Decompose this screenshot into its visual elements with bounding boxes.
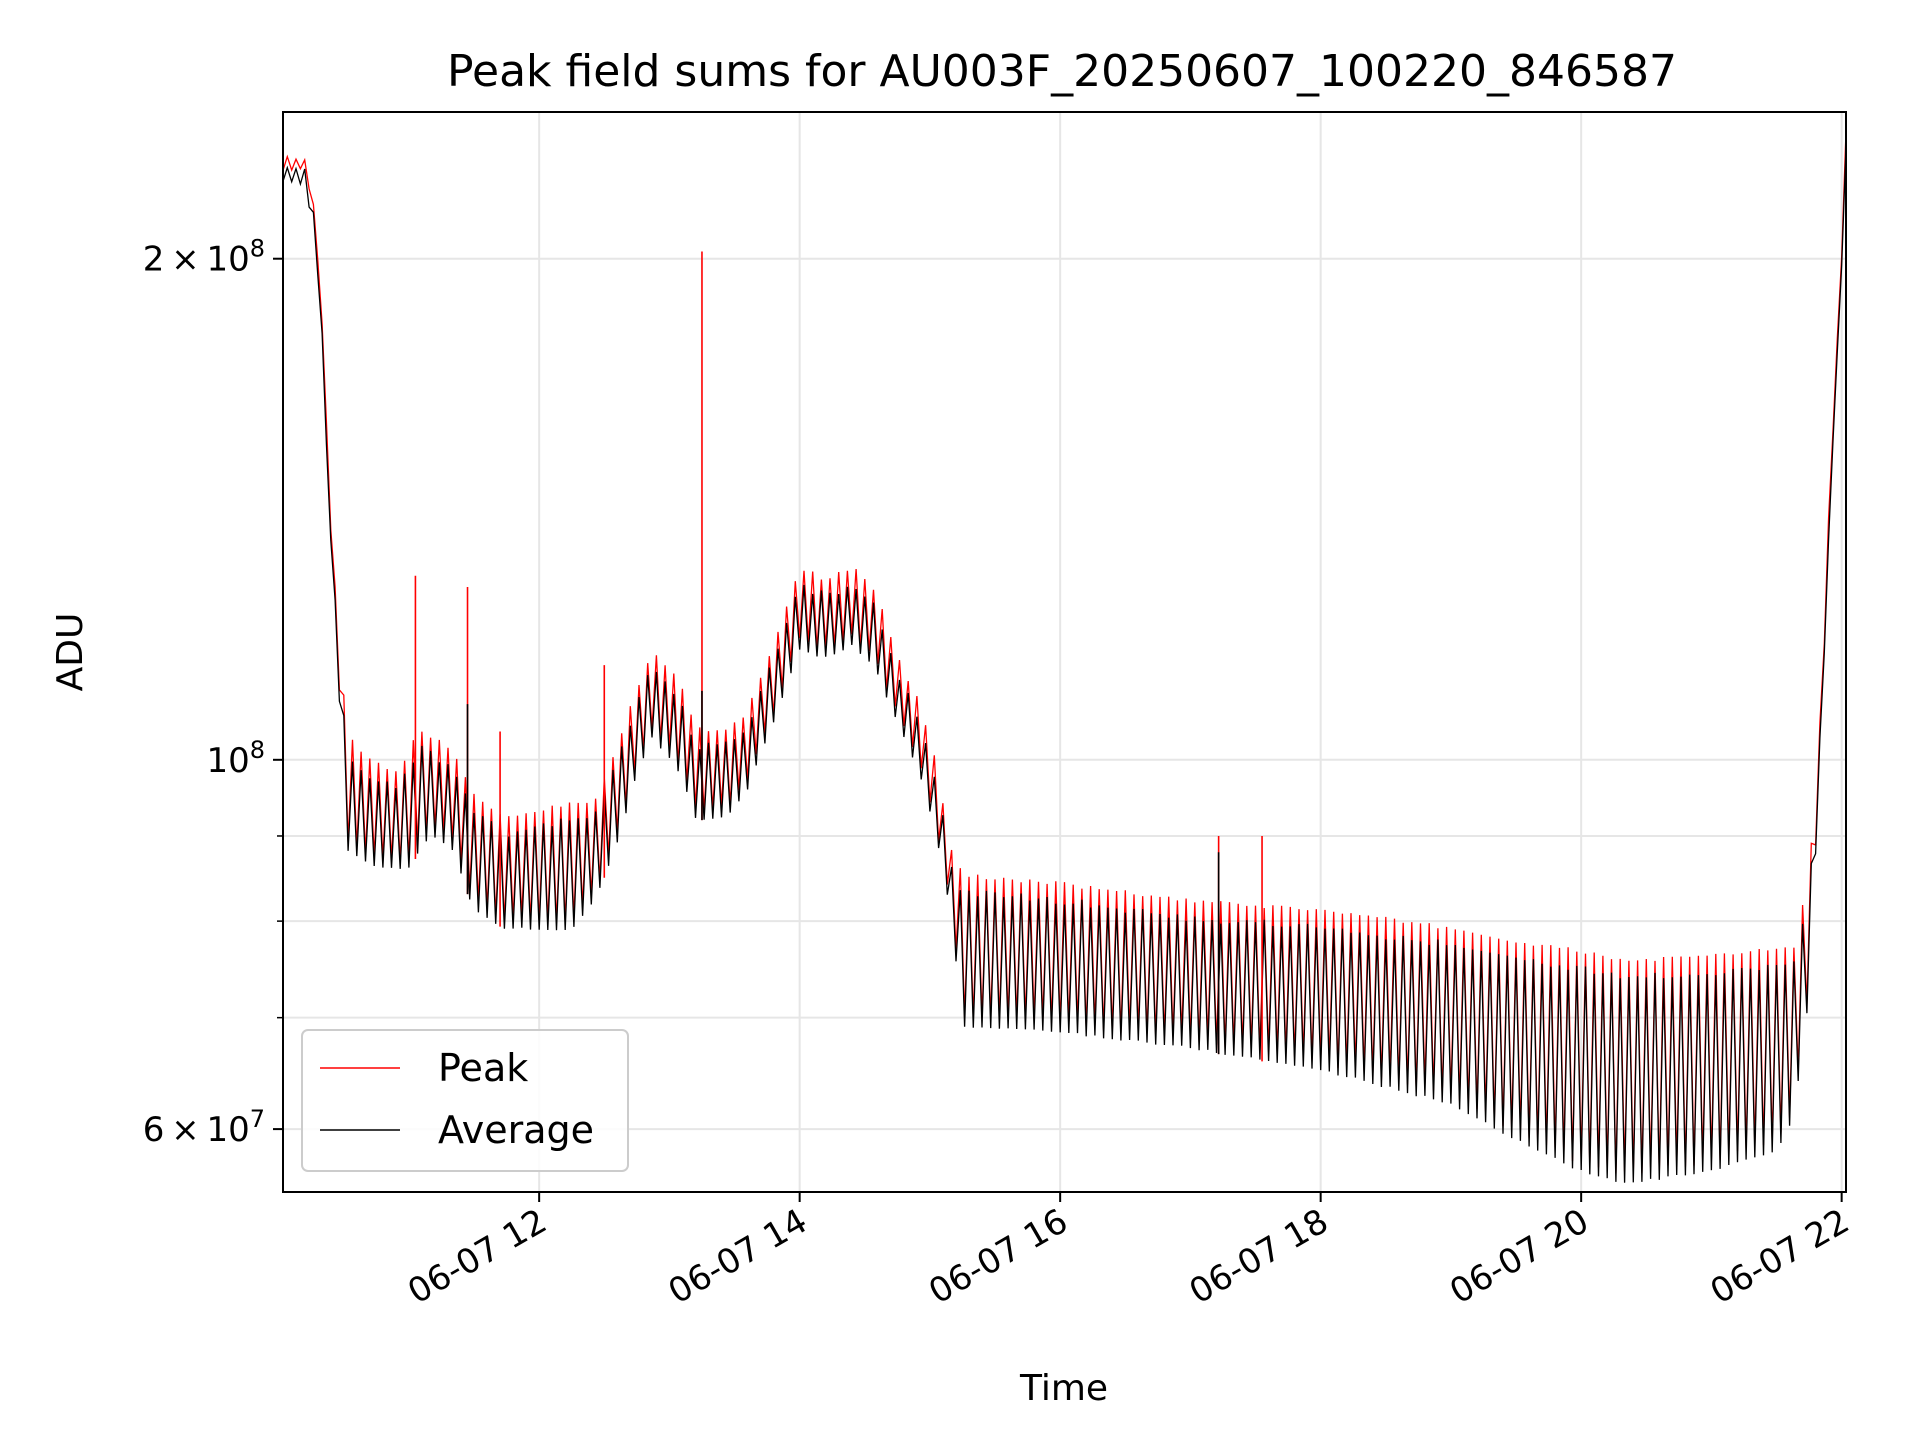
chart-title: Peak field sums for AU003F_20250607_1002…: [447, 46, 1677, 97]
x-axis-label: Time: [1019, 1368, 1108, 1409]
y-tick-label: 2 × 108: [143, 235, 265, 280]
plot-area: [282, 131, 1847, 1183]
y-tick-label: 108: [206, 736, 265, 781]
y-tick-label: 6 × 107: [143, 1105, 265, 1150]
legend-box: [301, 1029, 629, 1172]
legend-label-average: Average: [438, 1108, 594, 1152]
y-axis-label: ADU: [50, 613, 91, 692]
series-average-line: [282, 146, 1847, 1183]
y-axis: 6 × 107 108 2 × 108: [143, 235, 283, 1150]
legend: Peak Average: [301, 1029, 629, 1172]
axes-frame: [282, 111, 1847, 1193]
legend-label-peak: Peak: [438, 1046, 528, 1090]
series-peak-line: [282, 131, 1847, 1174]
